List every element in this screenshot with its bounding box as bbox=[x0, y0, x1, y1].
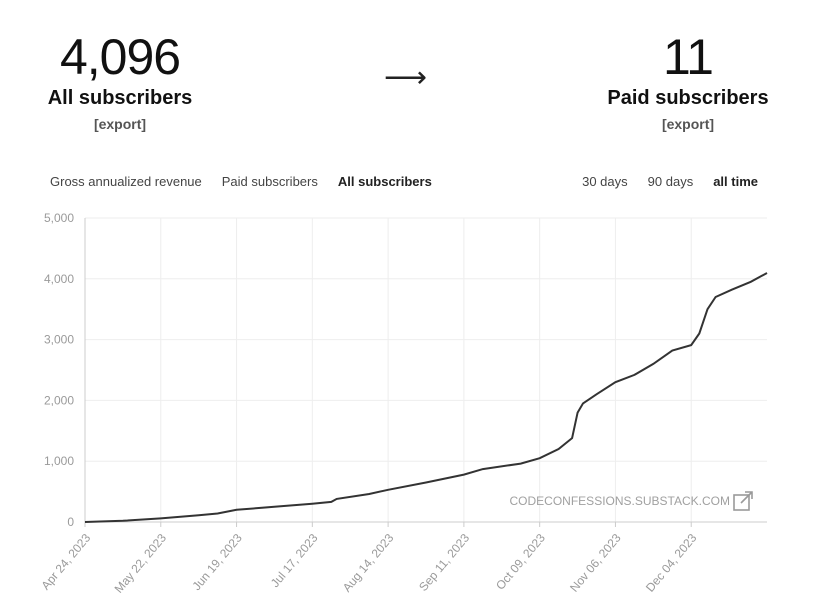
x-tick-label: Apr 24, 2023 bbox=[38, 531, 93, 593]
paid-subscribers-label: Paid subscribers bbox=[607, 87, 769, 109]
x-tick-label: Jul 17, 2023 bbox=[268, 531, 321, 590]
y-axis-ticks: 0 1,000 2,000 3,000 4,000 5,000 bbox=[44, 211, 74, 529]
x-tick-label: Oct 09, 2023 bbox=[493, 531, 548, 593]
subscribers-line-chart: 0 1,000 2,000 3,000 4,000 5,000 Apr 24, 2023 M… bbox=[38, 211, 768, 596]
all-subscribers-stat: 4,096 All subscribers [export] bbox=[20, 28, 220, 134]
y-tick-label: 3,000 bbox=[44, 333, 74, 347]
all-subscribers-export-link[interactable]: [export] bbox=[93, 116, 147, 132]
external-link-icon[interactable] bbox=[733, 490, 754, 511]
chart-axes bbox=[84, 218, 767, 527]
all-subscribers-label: All subscribers bbox=[47, 87, 193, 109]
tab-all-time[interactable]: all time bbox=[713, 174, 758, 189]
x-tick-label: Aug 14, 2023 bbox=[340, 531, 397, 595]
metric-tabs: Gross annualized revenue Paid subscriber… bbox=[50, 174, 432, 189]
y-tick-label: 5,000 bbox=[44, 211, 74, 225]
range-tabs: 30 days 90 days all time bbox=[582, 174, 758, 189]
watermark-text: CODECONFESSIONS.SUBSTACK.COM bbox=[510, 494, 730, 508]
x-tick-label: Nov 06, 2023 bbox=[567, 531, 624, 595]
tab-all-subscribers[interactable]: All subscribers bbox=[337, 174, 432, 189]
x-tick-label: Dec 04, 2023 bbox=[643, 531, 700, 595]
chart-grid bbox=[84, 217, 767, 522]
x-tick-label: Sep 11, 2023 bbox=[416, 531, 472, 594]
y-tick-label: 2,000 bbox=[44, 393, 74, 407]
y-tick-label: 0 bbox=[67, 515, 74, 529]
y-tick-label: 4,000 bbox=[44, 272, 74, 286]
tab-gross-annualized-revenue[interactable]: Gross annualized revenue bbox=[50, 174, 202, 189]
tab-30-days[interactable]: 30 days bbox=[582, 174, 628, 189]
arrow-right-icon: ⟶ bbox=[384, 61, 428, 94]
tab-paid-subscribers[interactable]: Paid subscribers bbox=[221, 174, 318, 189]
paid-subscribers-stat: 11 Paid subscribers [export] bbox=[588, 28, 788, 134]
all-subscribers-count: 4,096 bbox=[59, 29, 181, 85]
paid-subscribers-export-link[interactable]: [export] bbox=[661, 116, 715, 132]
x-tick-label: May 22, 2023 bbox=[112, 531, 170, 596]
x-tick-label: Jun 19, 2023 bbox=[190, 531, 246, 593]
x-axis-ticks: Apr 24, 2023 May 22, 2023 Jun 19, 2023 Jul … bbox=[38, 531, 699, 596]
paid-subscribers-count: 11 bbox=[663, 29, 714, 85]
series-line-all-subscribers bbox=[84, 272, 768, 523]
y-tick-label: 1,000 bbox=[44, 454, 74, 468]
tab-90-days[interactable]: 90 days bbox=[647, 174, 694, 189]
